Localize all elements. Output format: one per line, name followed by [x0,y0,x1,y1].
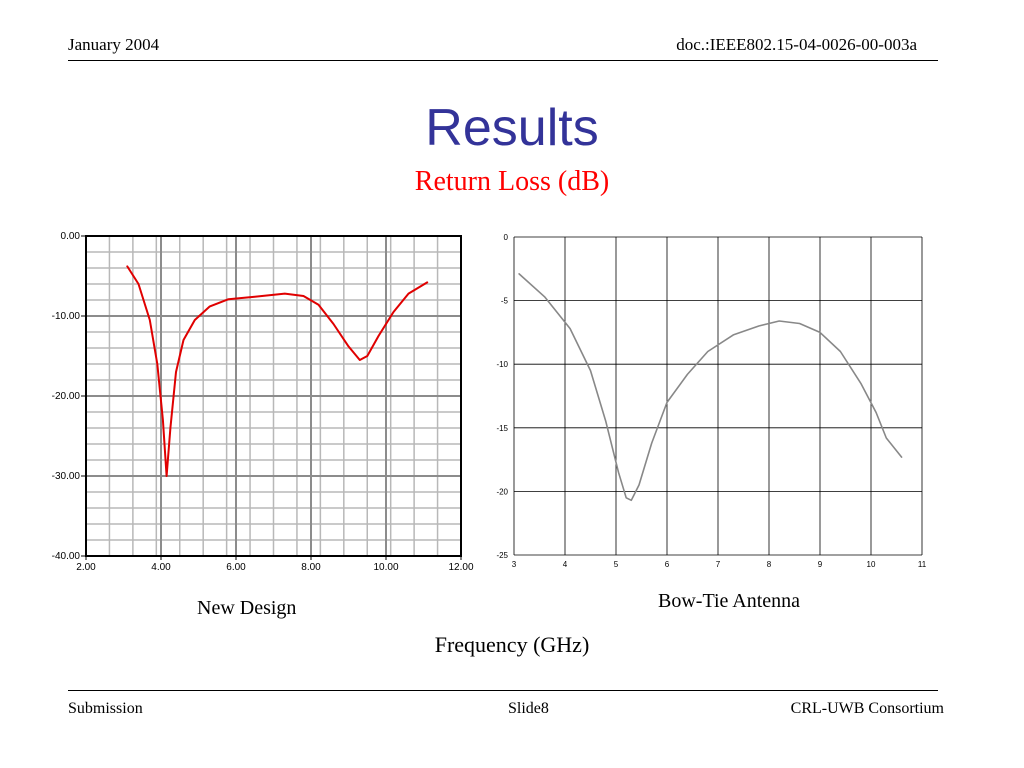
chart-series [126,265,429,477]
y-tick-label: -20 [496,487,508,496]
footer-consortium: CRL-UWB Consortium [790,700,944,717]
footer-rule [68,690,938,691]
x-tick-label: 7 [716,560,721,569]
caption-bow-tie: Bow-Tie Antenna [658,590,801,612]
slide-subtitle: Return Loss (dB) [414,166,610,197]
x-tick-label: 8.00 [301,562,321,573]
y-tick-label: 0.00 [61,231,81,242]
header-rule [68,60,938,61]
y-tick-label: -5 [501,297,509,306]
chart-axes [81,235,462,560]
y-tick-label: 0 [504,233,509,242]
x-tick-label: 4.00 [151,562,171,573]
slide-title: Results [425,99,599,157]
y-tick-label: -15 [496,424,508,433]
x-axis-label: Frequency (GHz) [434,632,590,657]
y-tick-label: -10 [496,360,508,369]
header-doc-id: doc.:IEEE802.15-04-0026-00-003a [676,35,917,54]
x-tick-label: 2.00 [76,562,96,573]
x-tick-label: 9 [818,560,823,569]
y-tick-label: -20.00 [52,391,81,402]
x-tick-label: 5 [614,560,619,569]
y-tick-label: -10.00 [52,311,81,322]
caption-new-design: New Design [197,597,297,619]
x-tick-label: 6 [665,560,670,569]
y-tick-label: -40.00 [52,551,81,562]
series-line [518,273,903,502]
chart-grid [513,236,923,556]
y-tick-label: -30.00 [52,471,81,482]
header-date: January 2004 [68,35,160,54]
series-line [126,265,429,477]
chart-tick-labels: 2.00 4.00 6.00 8.00 10.00 12.00 0.00 -10.00 -20.… [52,231,474,573]
footer-slide-number: Slide8 [508,700,549,717]
chart-series [518,273,903,502]
footer-submission: Submission [68,700,143,717]
x-tick-label: 4 [563,560,568,569]
chart-tick-labels: 3 4 5 6 7 8 9 10 11 0 -5 -10 -15 -20 -25 [496,233,926,569]
x-tick-label: 6.00 [226,562,246,573]
x-tick-label: 3 [512,560,517,569]
y-tick-label: -25 [496,551,508,560]
x-tick-label: 12.00 [448,562,473,573]
x-tick-label: 8 [767,560,772,569]
x-tick-label: 10 [867,560,876,569]
x-tick-label: 10.00 [373,562,398,573]
x-tick-label: 11 [918,560,927,569]
